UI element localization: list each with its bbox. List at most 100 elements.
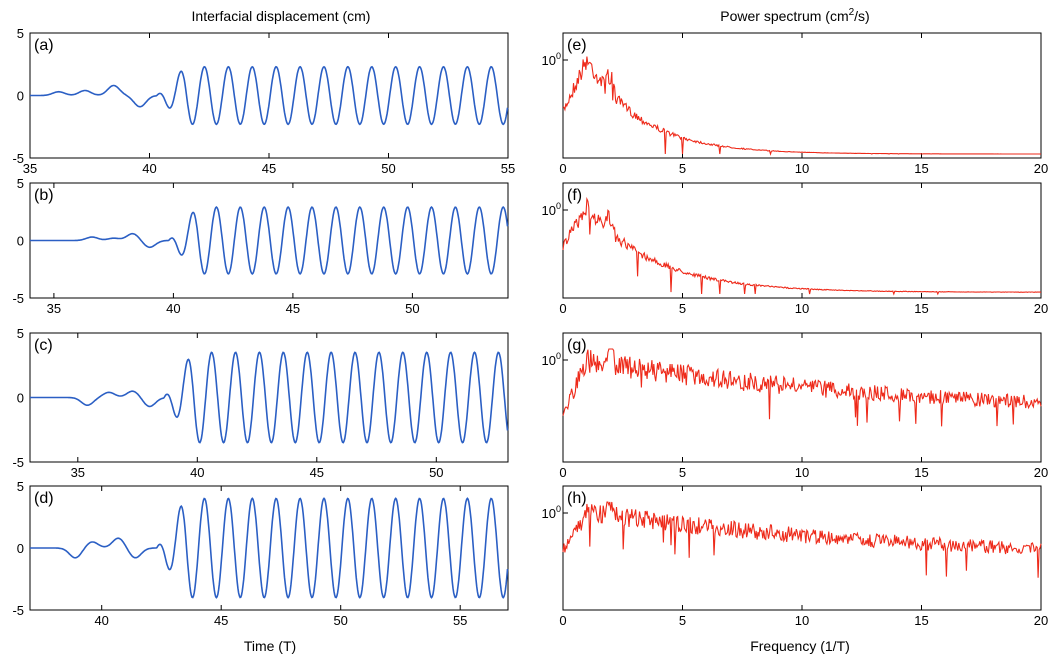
x-tick-label: 0 xyxy=(559,161,566,176)
x-tick-label: 55 xyxy=(453,613,467,628)
panel-label: (b) xyxy=(34,187,54,204)
x-tick-label: 5 xyxy=(679,301,686,316)
y-tick-label: 5 xyxy=(17,176,24,191)
right-title-suffix: /s) xyxy=(854,8,870,24)
panel-c: 35 40 45 50(c)50-5 xyxy=(12,326,509,480)
x-tick-label: 20 xyxy=(1034,161,1048,176)
x-tick-label: 0 xyxy=(559,465,566,480)
x-tick-label: 45 xyxy=(262,161,276,176)
y-tick-base: 10 xyxy=(542,203,556,218)
y-tick-exponent: 0 xyxy=(556,51,561,61)
panel-g: 0 5 10 15 20(g)100 xyxy=(542,332,1048,480)
panel-frame xyxy=(562,32,1042,159)
y-tick-label: 100 xyxy=(542,351,561,368)
x-tick-label: 50 xyxy=(405,301,419,316)
x-tick-label: 35 xyxy=(47,301,61,316)
panel-frame xyxy=(562,485,1042,611)
x-tick-label: 20 xyxy=(1034,301,1048,316)
y-tick-label: -5 xyxy=(12,291,24,306)
x-tick-label: 10 xyxy=(795,465,809,480)
x-tick-label: 20 xyxy=(1034,613,1048,628)
left-column-title: Interfacial displacement (cm) xyxy=(192,8,371,24)
y-tick-label: 0 xyxy=(17,391,24,406)
x-tick-label: 15 xyxy=(914,301,928,316)
panel-e: 0 5 10 15 20(e)100 xyxy=(542,32,1048,176)
x-tick-label: 40 xyxy=(142,161,156,176)
panel-label: (h) xyxy=(567,490,587,507)
y-tick-exponent: 0 xyxy=(556,351,561,361)
spectrum-line xyxy=(562,501,1042,578)
y-tick-label: -5 xyxy=(12,455,24,470)
panel-label: (c) xyxy=(34,337,53,354)
y-tick-base: 10 xyxy=(542,506,556,521)
panel-label: (g) xyxy=(567,337,587,354)
x-tick-label: 15 xyxy=(914,465,928,480)
x-tick-label: 35 xyxy=(71,465,85,480)
right-column-title: Power spectrum (cm2/s) xyxy=(720,7,869,24)
x-tick-label: 50 xyxy=(381,161,395,176)
right-x-axis-label: Frequency (1/T) xyxy=(750,638,850,654)
panel-label: (a) xyxy=(34,37,54,54)
left-x-axis-label: Time (T) xyxy=(244,638,296,654)
x-tick-label: 10 xyxy=(795,613,809,628)
x-tick-label: 10 xyxy=(795,161,809,176)
x-tick-label: 55 xyxy=(501,161,515,176)
x-tick-label: 40 xyxy=(94,613,108,628)
y-tick-label: 100 xyxy=(542,201,561,218)
panel-label: (e) xyxy=(567,37,587,54)
time-series-line xyxy=(30,206,509,275)
x-tick-label: 15 xyxy=(914,161,928,176)
panel-d: 40 45 50 55(d)50-5 xyxy=(12,479,509,628)
panel-frame xyxy=(29,332,509,463)
x-tick-label: 35 xyxy=(23,161,37,176)
panel-frame xyxy=(562,182,1042,299)
y-tick-label: -5 xyxy=(12,151,24,166)
panel-frame xyxy=(29,485,509,611)
y-tick-label: 0 xyxy=(17,234,24,249)
panel-frame xyxy=(29,182,509,299)
panel-frame xyxy=(29,32,509,159)
spectrum-line xyxy=(562,56,1041,156)
time-series-line xyxy=(30,351,509,444)
x-tick-label: 50 xyxy=(333,613,347,628)
x-tick-label: 40 xyxy=(166,301,180,316)
y-tick-exponent: 0 xyxy=(556,504,561,514)
x-tick-label: 45 xyxy=(286,301,300,316)
panel-f: 0 5 10 15 20(f)100 xyxy=(542,182,1048,316)
y-tick-base: 10 xyxy=(542,353,556,368)
x-tick-label: 0 xyxy=(559,613,566,628)
x-tick-label: 0 xyxy=(559,301,566,316)
x-tick-label: 5 xyxy=(679,161,686,176)
x-tick-label: 10 xyxy=(795,301,809,316)
x-tick-label: 15 xyxy=(914,613,928,628)
x-tick-label: 45 xyxy=(310,465,324,480)
panels: 35 40 45 50 55(a)50-535 40 45 50(b)50-535 40 45 50… xyxy=(12,26,1048,628)
right-title-sup: 2 xyxy=(849,7,855,18)
y-tick-label: 0 xyxy=(17,89,24,104)
x-tick-label: 5 xyxy=(679,465,686,480)
y-tick-label: 0 xyxy=(17,541,24,556)
panel-label: (d) xyxy=(34,490,54,507)
x-tick-label: 40 xyxy=(190,465,204,480)
y-tick-exponent: 0 xyxy=(556,201,561,211)
x-tick-label: 50 xyxy=(429,465,443,480)
spectrum-line xyxy=(562,348,1042,427)
time-series-line xyxy=(30,65,509,126)
y-tick-label: 100 xyxy=(542,504,561,521)
y-tick-base: 10 xyxy=(542,53,556,68)
y-tick-label: -5 xyxy=(12,603,24,618)
x-tick-label: 5 xyxy=(679,613,686,628)
panel-h: 0 5 10 15 20(h)100 xyxy=(542,485,1048,628)
y-tick-label: 100 xyxy=(542,51,561,68)
panel-label: (f) xyxy=(567,187,582,204)
y-tick-label: 5 xyxy=(17,479,24,494)
y-tick-label: 5 xyxy=(17,26,24,41)
time-series-line xyxy=(30,497,509,599)
right-title-prefix: Power spectrum (cm xyxy=(720,8,848,24)
panel-b: 35 40 45 50(b)50-5 xyxy=(12,176,509,316)
spectrum-line xyxy=(562,196,1042,296)
x-tick-label: 45 xyxy=(214,613,228,628)
x-tick-label: 20 xyxy=(1034,465,1048,480)
